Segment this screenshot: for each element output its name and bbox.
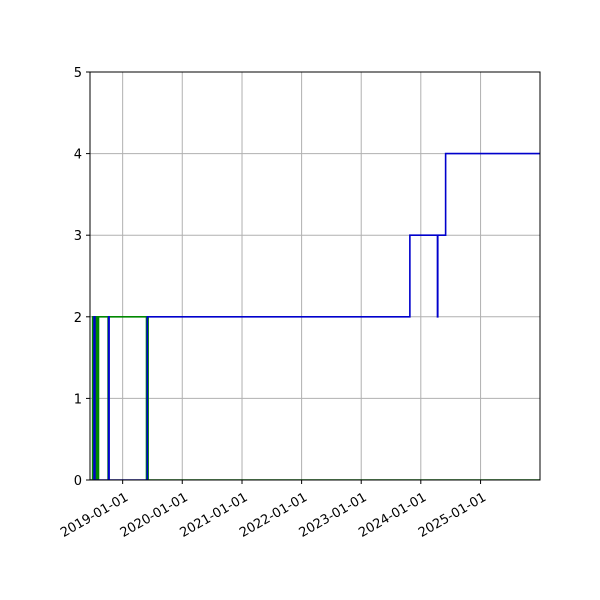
y-tick-label: 2 [74,311,82,326]
grid [90,71,540,481]
series-line-blue [93,152,540,480]
series-layer [90,152,540,480]
plot-frame [89,71,541,481]
y-tick-label: 3 [74,229,82,244]
y-tick-label: 1 [74,392,82,407]
x-tick-label: 2025-01-01 [416,490,489,541]
y-tick-label: 5 [74,66,82,81]
y-tick-label: 4 [74,148,82,163]
y-tick-label: 0 [74,474,82,489]
